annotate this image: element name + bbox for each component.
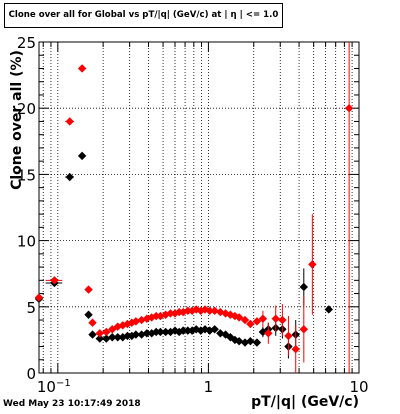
- data-point: [102, 327, 111, 337]
- grid-lines: [39, 42, 359, 373]
- data-point: [246, 319, 255, 329]
- x-tick-label: 10: [349, 378, 368, 396]
- chart-title-box: Clone over all for Global vs pT/|q| (GeV…: [4, 3, 283, 28]
- data-point: [166, 309, 175, 318]
- data-point: [50, 276, 59, 285]
- data-point: [156, 327, 165, 337]
- data-point: [84, 310, 93, 319]
- series-1: [34, 42, 354, 373]
- y-tick-label: 10: [17, 233, 36, 251]
- data-point: [118, 321, 127, 330]
- data-point: [102, 334, 111, 343]
- data-point: [178, 326, 188, 335]
- x-tick-label: 1: [204, 378, 214, 396]
- data-point: [258, 314, 268, 323]
- x-axis-label: pT/|q| (GeV/c): [251, 394, 359, 410]
- data-series: [34, 42, 354, 373]
- y-tick-label: 25: [17, 34, 36, 52]
- data-point: [205, 306, 214, 315]
- data-point: [252, 317, 262, 326]
- data-point: [278, 315, 287, 325]
- data-point: [65, 117, 74, 126]
- data-point: [178, 307, 188, 317]
- data-point: [137, 315, 146, 325]
- data-point: [142, 329, 152, 338]
- plot-frame: [38, 41, 360, 374]
- data-point: [200, 305, 210, 314]
- data-point: [246, 337, 255, 346]
- data-point: [151, 327, 161, 337]
- data-point: [210, 306, 219, 315]
- data-point: [131, 330, 141, 339]
- data-point: [234, 313, 244, 322]
- data-point: [308, 260, 317, 269]
- data-point: [240, 315, 250, 325]
- data-point: [84, 285, 93, 294]
- data-point: [252, 338, 262, 347]
- data-point: [234, 337, 244, 346]
- data-point: [210, 325, 219, 334]
- y-axis-label: Clone over all (%): [9, 50, 25, 190]
- data-point: [95, 334, 104, 343]
- y-tick-label: 15: [17, 166, 36, 184]
- data-point: [291, 344, 300, 354]
- data-point: [118, 333, 127, 342]
- data-point: [284, 331, 293, 341]
- data-point: [77, 64, 87, 73]
- y-tick-label: 20: [17, 100, 36, 118]
- data-point: [299, 282, 309, 292]
- data-point: [113, 333, 122, 342]
- data-point: [123, 331, 132, 341]
- chart-title: Clone over all for Global vs pT/|q| (GeV…: [8, 10, 279, 20]
- data-point: [183, 306, 193, 315]
- data-point: [131, 317, 141, 326]
- data-point: [65, 172, 74, 182]
- y-tick-label: 5: [26, 299, 36, 317]
- data-point: [137, 330, 146, 339]
- data-point: [183, 326, 193, 335]
- x-tick-label: 10−1: [37, 378, 71, 396]
- timestamp: Wed May 23 10:17:49 2018: [3, 399, 141, 409]
- data-point: [108, 333, 117, 342]
- data-point: [95, 329, 104, 338]
- data-point: [34, 293, 44, 302]
- axis-ticks: 0 5 10 15 20 25 10−1 1 10: [17, 34, 369, 396]
- data-point: [299, 325, 309, 334]
- data-point: [271, 314, 280, 323]
- data-point: [88, 318, 97, 327]
- data-point: [264, 329, 273, 338]
- data-point: [161, 327, 170, 337]
- y-tick-label: 0: [26, 365, 36, 383]
- series-0: [34, 151, 333, 359]
- data-point: [344, 104, 354, 113]
- data-point: [324, 305, 333, 314]
- data-point: [77, 151, 87, 161]
- data-point: [151, 311, 161, 321]
- data-point: [88, 330, 97, 339]
